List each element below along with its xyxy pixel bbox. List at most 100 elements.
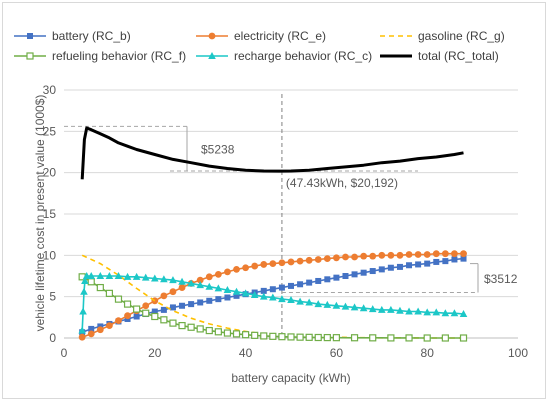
- data-point-s3-33: [423, 334, 431, 342]
- data-point-s4-11: [141, 273, 150, 281]
- data-point-s3-8: [151, 312, 159, 321]
- data-point-s1-29: [342, 253, 349, 261]
- data-point-s4-8: [114, 272, 123, 279]
- data-point-s1-2: [96, 326, 104, 334]
- x-tick-label: 60: [330, 346, 344, 360]
- y-tick-label: 0: [49, 331, 56, 345]
- data-point-s1-38: [423, 251, 431, 258]
- data-point-s0-34: [387, 264, 394, 271]
- data-point-s0-21: [269, 286, 276, 293]
- data-point-s3-5: [123, 300, 132, 308]
- data-point-s4-44: [441, 309, 450, 317]
- data-point-s4-16: [187, 279, 195, 287]
- data-point-s4-34: [350, 303, 359, 311]
- data-point-s3-21: [269, 332, 277, 340]
- data-point-s1-11: [178, 284, 186, 291]
- data-point-s4-25: [269, 293, 277, 301]
- data-point-s4-0: [78, 326, 86, 334]
- data-point-s0-29: [342, 273, 349, 279]
- data-point-s1-22: [278, 259, 286, 267]
- data-point-s3-10: [169, 319, 177, 327]
- data-point-s4-19: [214, 284, 223, 292]
- data-point-s0-1: [88, 325, 95, 332]
- data-point-s3-32: [405, 334, 413, 342]
- data-point-s3-31: [387, 334, 395, 342]
- data-point-s1-40: [441, 250, 449, 258]
- data-point-s0-37: [415, 261, 422, 268]
- legend-marker-0: [27, 33, 33, 39]
- data-point-s3-15: [214, 328, 222, 336]
- data-point-s1-4: [115, 317, 122, 325]
- data-point-s0-15: [215, 296, 222, 303]
- legend-marker-3: [26, 52, 34, 60]
- y-tick-label: 15: [43, 207, 57, 221]
- data-point-s4-13: [160, 275, 168, 283]
- data-point-s0-28: [333, 274, 340, 281]
- data-point-s1-39: [432, 250, 440, 258]
- data-point-s3-11: [178, 322, 186, 330]
- data-point-s4-12: [151, 274, 159, 282]
- data-point-s4-40: [405, 307, 413, 315]
- data-point-s4-1: [79, 307, 87, 315]
- data-point-s1-32: [369, 252, 377, 260]
- data-point-s1-41: [451, 250, 458, 258]
- data-point-s0-40: [442, 258, 449, 265]
- series-5: [80, 126, 464, 180]
- y-tick-label: 5: [49, 290, 56, 304]
- data-point-s3-28: [332, 334, 340, 342]
- data-point-s4-39: [396, 306, 404, 314]
- legend-marker-1: [208, 32, 216, 40]
- data-point-s0-22: [278, 284, 285, 291]
- legend-item-2: gasoline (RC_g): [380, 29, 505, 43]
- data-point-s0-26: [315, 277, 322, 284]
- gridlines: [64, 89, 518, 298]
- data-point-s4-33: [341, 302, 350, 310]
- data-point-s0-25: [306, 279, 313, 286]
- data-point-s3-14: [205, 326, 213, 335]
- data-point-s1-10: [169, 288, 177, 296]
- data-point-s0-38: [424, 260, 431, 267]
- data-point-s1-18: [242, 264, 250, 272]
- data-point-s3-22: [278, 333, 286, 341]
- legend-label-1: electricity (RC_e): [234, 29, 326, 43]
- data-point-s1-1: [87, 330, 95, 338]
- data-point-s3-23: [287, 333, 295, 341]
- data-point-s3-25: [305, 333, 313, 341]
- data-point-s1-30: [351, 253, 358, 261]
- data-point-s4-46: [459, 310, 468, 318]
- data-point-s1-5: [124, 312, 131, 320]
- legend-label-2: gasoline (RC_g): [418, 29, 505, 43]
- data-point-s4-38: [387, 305, 395, 313]
- data-point-s4-9: [123, 272, 132, 280]
- data-point-s1-42: [460, 250, 467, 258]
- x-tick-label: 80: [421, 346, 435, 360]
- x-tick-label: 100: [508, 346, 528, 360]
- legend-label-0: battery (RC_b): [52, 29, 131, 43]
- data-point-s3-27: [323, 333, 331, 342]
- y-tick-label: 10: [43, 248, 57, 262]
- data-point-s3-12: [187, 323, 195, 331]
- data-point-s0-30: [351, 271, 358, 278]
- data-point-s1-16: [224, 268, 231, 276]
- battery-bracket-label: $3512: [484, 272, 518, 286]
- data-point-s4-21: [232, 287, 241, 295]
- data-point-s3-18: [242, 331, 250, 339]
- total-bracket-label: $5238: [201, 143, 235, 157]
- series-4: [78, 272, 468, 334]
- data-point-s1-35: [396, 251, 404, 259]
- legend-label-5: total (RC_total): [418, 49, 499, 63]
- data-point-s3-30: [369, 334, 377, 342]
- data-point-s0-24: [297, 281, 304, 288]
- data-point-s4-23: [250, 291, 259, 299]
- data-point-s1-17: [233, 265, 240, 273]
- data-point-s0-27: [324, 276, 331, 283]
- legend-item-4: recharge behavior (RC_c): [196, 49, 372, 63]
- data-point-s0-13: [197, 299, 204, 306]
- data-point-s4-31: [323, 300, 332, 308]
- data-point-s1-14: [205, 273, 213, 281]
- legend-marker-4: [208, 52, 216, 59]
- data-point-s0-23: [288, 282, 294, 289]
- series-3: [78, 273, 468, 342]
- data-point-s3-13: [196, 325, 204, 333]
